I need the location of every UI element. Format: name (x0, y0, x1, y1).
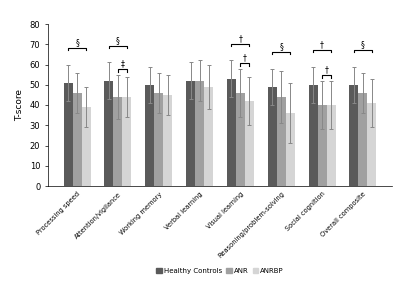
Bar (114, 97, 122, 186)
Text: ‡: ‡ (120, 59, 124, 68)
Bar (358, 93, 367, 186)
Bar (145, 85, 154, 186)
Bar (82, 107, 90, 186)
Bar (64, 83, 73, 186)
Text: §: § (279, 42, 283, 51)
Bar (204, 87, 213, 186)
Bar (277, 97, 286, 186)
Bar (163, 95, 172, 186)
Bar (326, 105, 336, 186)
Bar (318, 105, 326, 186)
Bar (367, 103, 376, 186)
Bar (286, 113, 295, 186)
Text: †: † (238, 34, 242, 43)
Text: †: † (325, 65, 328, 74)
Text: §: § (116, 36, 120, 45)
Legend: Healthy Controls, ANR, ANRBP: Healthy Controls, ANR, ANRBP (153, 265, 287, 277)
Text: §: § (75, 38, 79, 47)
Text: †: † (320, 40, 324, 49)
Bar (268, 87, 277, 186)
Bar (227, 79, 236, 186)
Bar (350, 85, 358, 186)
Text: †: † (243, 53, 247, 62)
Bar (236, 93, 245, 186)
Y-axis label: T-score: T-score (15, 89, 24, 121)
Bar (245, 101, 254, 186)
Bar (308, 85, 318, 186)
Bar (195, 81, 204, 186)
Text: §: § (361, 40, 365, 49)
Bar (122, 97, 132, 186)
Bar (186, 81, 195, 186)
Bar (154, 93, 163, 186)
Bar (73, 93, 82, 186)
Bar (104, 81, 114, 186)
